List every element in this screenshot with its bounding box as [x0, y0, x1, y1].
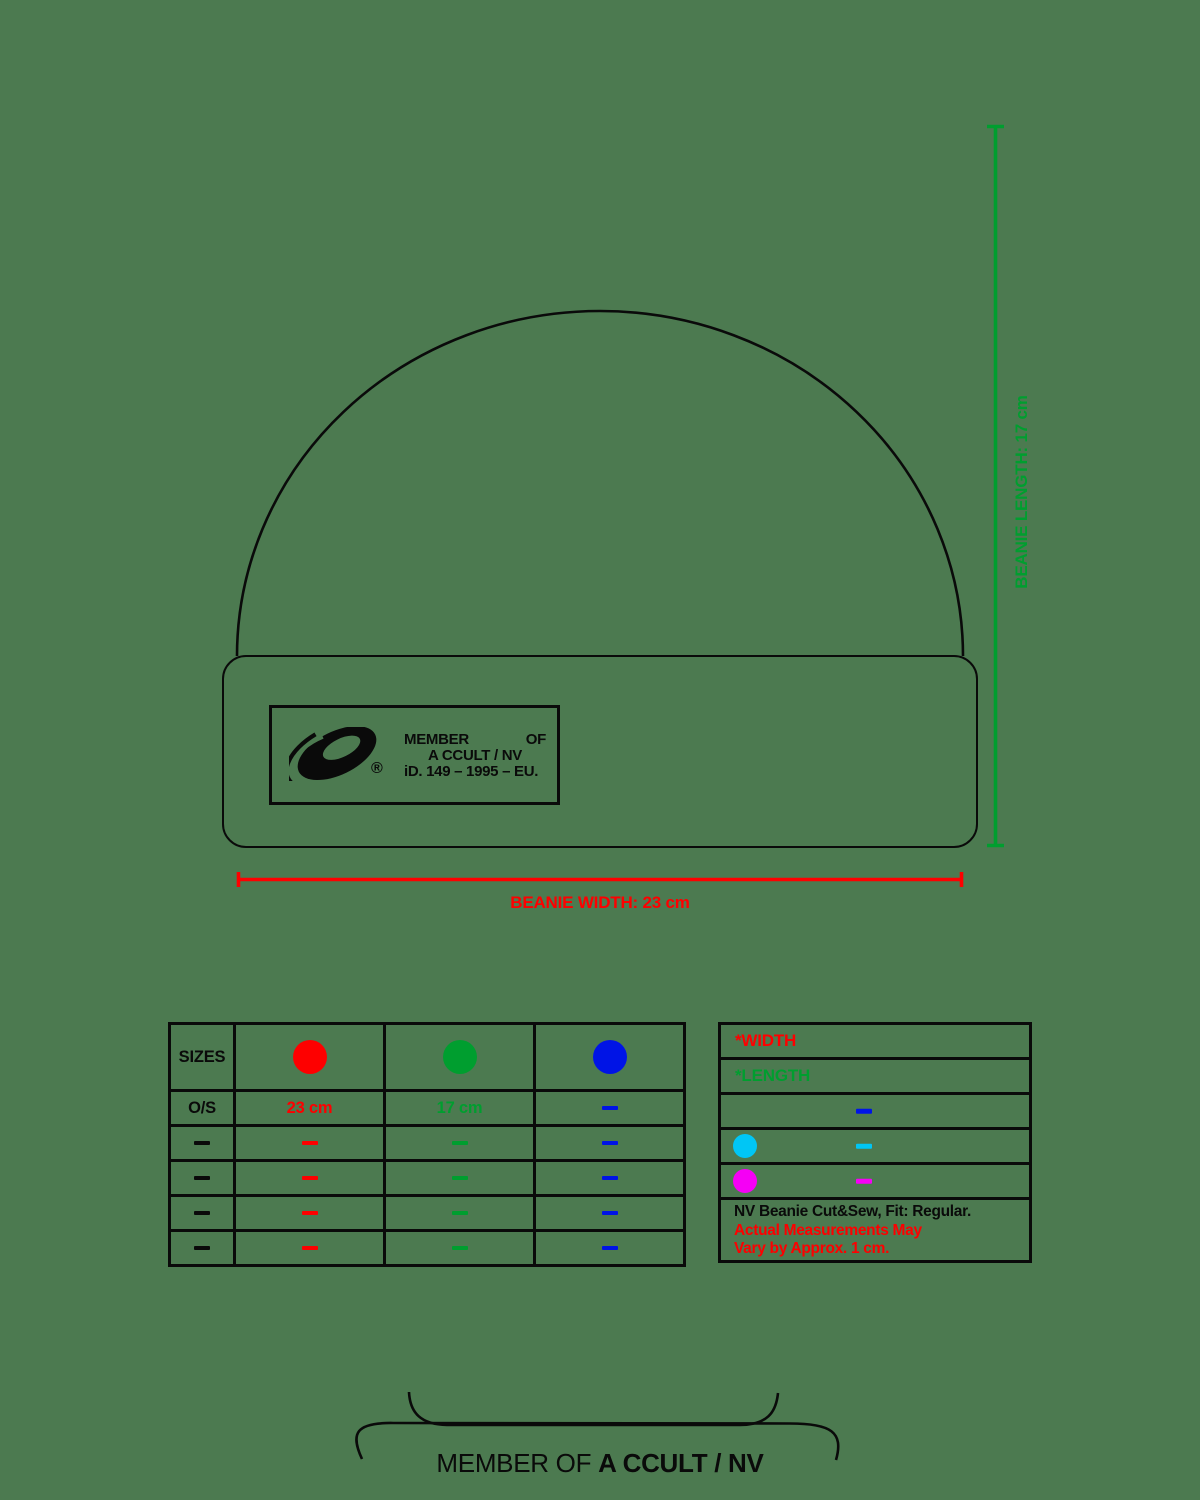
dash-mark	[601, 1140, 618, 1146]
legend-label: *LENGTH	[735, 1066, 811, 1085]
size-row-label: O/S	[188, 1098, 216, 1117]
size-value-cell	[386, 1232, 533, 1264]
dash-mark	[856, 1178, 872, 1184]
legend-dot-dash-cell	[721, 1165, 1029, 1197]
dash-mark	[194, 1245, 210, 1251]
size-value-cell: 17 cm	[386, 1092, 533, 1124]
footer-brand-line: MEMBER OF A CCULT / NV	[0, 1448, 1200, 1479]
patch-brand-name: A CCULT / NV	[428, 747, 522, 764]
size-row-label-cell	[171, 1232, 233, 1264]
size-row-label-cell	[171, 1127, 233, 1159]
dash-mark	[856, 1143, 872, 1149]
size-value-cell	[386, 1197, 533, 1229]
size-value: 17 cm	[436, 1098, 483, 1117]
length-dimension-label: BEANIE LENGTH: 17 cm	[1012, 395, 1031, 589]
dash-mark	[601, 1210, 618, 1216]
footer-member-of: MEMBER OF	[436, 1448, 592, 1478]
size-row-label-cell	[171, 1162, 233, 1194]
size-value-cell	[536, 1162, 683, 1194]
footer-brace	[355, 1391, 840, 1461]
size-column-dot-cell	[536, 1025, 683, 1089]
legend-color-dot-icon	[733, 1169, 757, 1193]
registered-trademark-mark: ®	[371, 760, 383, 777]
size-column-dot-cell	[386, 1025, 533, 1089]
fit-note-line: Vary by Approx. 1 cm.	[734, 1240, 890, 1258]
dash-mark	[601, 1105, 618, 1111]
size-table: SIZES O/S 23 cm 17 cm	[168, 1022, 686, 1267]
fit-note-line: NV Beanie Cut&Sew, Fit: Regular.	[734, 1203, 972, 1221]
size-table-header-cell: SIZES	[171, 1025, 233, 1089]
dash-mark	[194, 1175, 210, 1181]
beanie-dome-outline	[235, 309, 965, 657]
dash-mark	[194, 1140, 210, 1146]
dash-mark	[451, 1140, 468, 1146]
size-value: 23 cm	[286, 1098, 333, 1117]
dash-mark	[451, 1245, 468, 1251]
dash-mark	[301, 1245, 318, 1251]
dash-mark	[451, 1175, 468, 1181]
fit-note-line: Actual Measurements May	[734, 1221, 922, 1239]
dash-mark	[601, 1175, 618, 1181]
red-dot-icon	[292, 1040, 327, 1074]
dash-mark	[301, 1175, 318, 1181]
patch-id-number: iD. 149 – 1995 – EU.	[404, 763, 539, 780]
swoosh-oval-logo-icon	[289, 727, 377, 781]
width-dimension-label: BEANIE WIDTH: 23 cm	[510, 893, 690, 912]
sizes-header-label: SIZES	[178, 1047, 226, 1066]
legend-dot-dash-cell	[721, 1130, 1029, 1162]
dash-mark	[301, 1210, 318, 1216]
dash-mark	[601, 1245, 618, 1251]
dash-mark	[301, 1140, 318, 1146]
size-value-cell	[536, 1232, 683, 1264]
patch-word-of: OF	[525, 731, 547, 748]
green-dot-icon	[442, 1040, 477, 1074]
size-row-label-cell: O/S	[171, 1092, 233, 1124]
size-value-cell: 23 cm	[236, 1092, 383, 1124]
footer-brand-name: A CCULT / NV	[598, 1448, 764, 1478]
legend-color-dot-icon	[733, 1134, 757, 1158]
size-value-cell	[536, 1127, 683, 1159]
beanie-cuff	[222, 655, 978, 848]
size-value-cell	[536, 1092, 683, 1124]
blue-dot-icon	[592, 1040, 627, 1074]
legend-label: *WIDTH	[735, 1031, 797, 1050]
legend-table: *WIDTH *LENGTH NV Beanie Cut&Sew, Fit: Reg…	[718, 1022, 1032, 1263]
fit-note-cell: NV Beanie Cut&Sew, Fit: Regular. Actual M…	[721, 1200, 1029, 1260]
brand-patch: ® MEMBER OF A CCULT / NV iD. 149 – 1995 …	[269, 705, 560, 805]
legend-label-cell: *WIDTH	[721, 1025, 1029, 1057]
dash-mark	[451, 1210, 468, 1216]
width-dimension-line	[236, 872, 964, 887]
size-row-label-cell	[171, 1197, 233, 1229]
size-value-cell	[236, 1162, 383, 1194]
size-value-cell	[236, 1232, 383, 1264]
size-value-cell	[236, 1127, 383, 1159]
length-dimension-line	[987, 124, 1004, 848]
legend-label-cell: *LENGTH	[721, 1060, 1029, 1092]
patch-word-member: MEMBER	[404, 731, 469, 748]
size-value-cell	[386, 1162, 533, 1194]
patch-text-block: MEMBER OF A CCULT / NV iD. 149 – 1995 – …	[404, 732, 546, 780]
size-column-dot-cell	[236, 1025, 383, 1089]
legend-dash-cell	[721, 1095, 1029, 1127]
dash-mark	[856, 1108, 872, 1114]
size-value-cell	[236, 1197, 383, 1229]
size-value-cell	[386, 1127, 533, 1159]
size-value-cell	[536, 1197, 683, 1229]
dash-mark	[194, 1210, 210, 1216]
patch-line-member-of: MEMBER OF	[404, 732, 546, 748]
